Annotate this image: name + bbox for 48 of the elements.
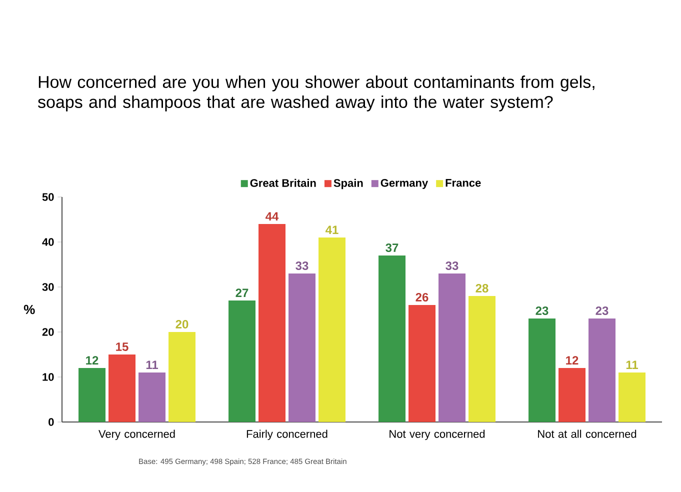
data-label: 41: [326, 226, 338, 234]
bar: [468, 296, 496, 422]
x-tick-label: Very concerned: [98, 430, 175, 440]
bar: [618, 372, 646, 422]
bar: [528, 318, 556, 422]
data-label: 12: [566, 356, 578, 364]
y-tick-label: 50: [42, 193, 54, 201]
y-tick-label: 10: [42, 373, 54, 381]
data-label: 33: [446, 261, 458, 270]
data-label: 26: [416, 292, 428, 302]
y-tick-label: 30: [42, 283, 54, 291]
data-label: 27: [236, 288, 248, 297]
bar: [588, 318, 616, 422]
y-tick-label: 20: [42, 328, 54, 336]
legend-label: Great Britain: [250, 178, 316, 187]
bar: [138, 372, 166, 422]
data-label: 23: [536, 306, 548, 315]
bar: [378, 256, 406, 422]
bar: [108, 354, 136, 422]
bar: [288, 274, 316, 422]
data-label: 28: [476, 284, 488, 292]
data-label: 33: [296, 261, 308, 270]
x-tick-label: Not very concerned: [390, 430, 485, 440]
x-tick-label: Fairly concerned: [246, 430, 328, 440]
y-tick-label: 40: [42, 238, 54, 246]
chart-title: How concerned are you when you shower about contaminants from gels, soaps and shampoos that are washed away into the water system?: [38, 76, 594, 112]
bar: [168, 332, 196, 422]
data-label: 11: [146, 360, 158, 369]
data-label: 15: [116, 342, 128, 351]
bar: [408, 305, 436, 422]
y-tick-label: 0: [48, 418, 54, 426]
y-axis-title: %: [24, 304, 35, 314]
x-tick-label: Not at all concerned: [538, 430, 636, 438]
data-label: 37: [386, 243, 398, 252]
bar: [228, 300, 256, 422]
data-label: 44: [266, 212, 279, 220]
legend-label: Spain: [334, 178, 363, 190]
bar: [258, 224, 286, 422]
legend-label: France: [446, 179, 481, 187]
bar: [438, 274, 466, 422]
data-label: 23: [596, 306, 608, 315]
bar: [318, 238, 346, 422]
bar: [558, 368, 586, 422]
bar: [78, 368, 106, 422]
data-label: 11: [626, 360, 638, 369]
data-label: 12: [86, 356, 98, 364]
data-label: 20: [176, 320, 188, 328]
legend-label: Germany: [380, 178, 428, 189]
